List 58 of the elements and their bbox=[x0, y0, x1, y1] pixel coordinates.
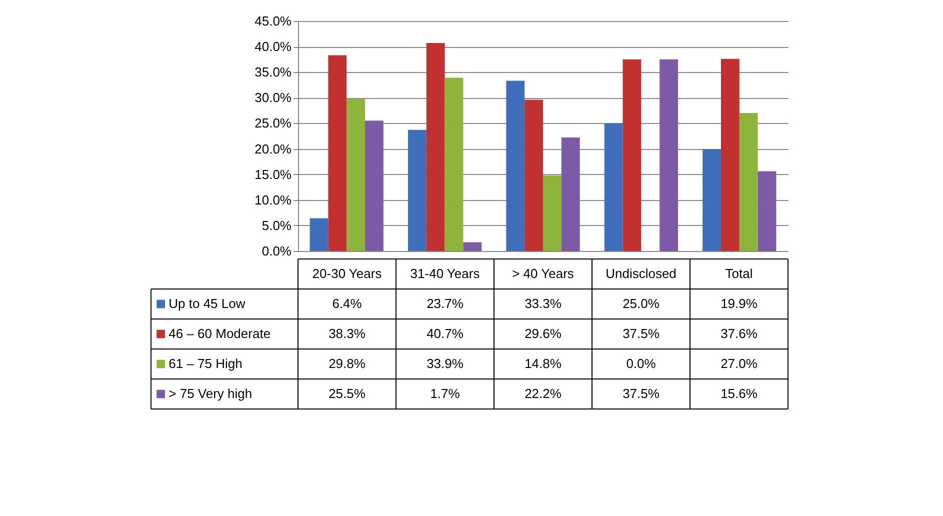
bar bbox=[328, 55, 347, 251]
bar bbox=[346, 98, 366, 251]
x-tick-label: 31-40 Years bbox=[410, 266, 480, 281]
data-label: 27.0% bbox=[720, 356, 758, 371]
y-tick-label: 40.0% bbox=[254, 39, 292, 54]
data-label: 23.7% bbox=[426, 296, 464, 311]
y-tick-label: 45.0% bbox=[254, 14, 292, 28]
legend-label: 46 – 60 Moderate bbox=[168, 326, 271, 341]
bar bbox=[543, 175, 562, 251]
bar bbox=[758, 171, 776, 251]
y-tick-label: 5.0% bbox=[262, 218, 292, 233]
bar bbox=[365, 120, 384, 251]
bar bbox=[604, 123, 623, 251]
bar bbox=[506, 80, 525, 251]
bar bbox=[702, 149, 721, 251]
y-tick-label: 20.0% bbox=[254, 141, 292, 156]
y-tick-label: 10.0% bbox=[254, 192, 292, 208]
data-label: 1.7% bbox=[430, 386, 460, 401]
legend-label: 61 – 75 High bbox=[168, 356, 242, 371]
data-label: 14.8% bbox=[524, 356, 562, 371]
bar bbox=[720, 58, 740, 251]
data-label: 37.5% bbox=[622, 326, 660, 341]
data-label: 29.8% bbox=[328, 356, 366, 371]
bar bbox=[561, 138, 580, 251]
bar bbox=[408, 130, 426, 251]
data-label: 33.9% bbox=[426, 356, 464, 371]
data-label: 37.6% bbox=[720, 326, 758, 341]
bar bbox=[310, 218, 328, 251]
data-label: 19.9% bbox=[720, 296, 758, 311]
bar bbox=[739, 113, 758, 251]
bar bbox=[426, 42, 445, 251]
bar bbox=[524, 100, 543, 251]
x-tick-label: 20-30 Years bbox=[312, 266, 382, 281]
data-label: 38.3% bbox=[328, 326, 366, 341]
data-label: 6.4% bbox=[332, 296, 362, 311]
data-label: 25.0% bbox=[622, 296, 660, 311]
data-label: 29.6% bbox=[524, 326, 562, 341]
data-label: 37.5% bbox=[622, 386, 660, 401]
legend-label: > 75 Very high bbox=[168, 386, 252, 401]
data-label: 15.6% bbox=[720, 386, 758, 401]
bar bbox=[660, 59, 678, 251]
y-tick-label: 30.0% bbox=[254, 90, 292, 106]
x-tick-label: Total bbox=[725, 266, 753, 281]
y-tick-label: 25.0% bbox=[254, 116, 292, 131]
x-tick-label: > 40 Years bbox=[512, 266, 574, 281]
x-tick-label: Undisclosed bbox=[606, 266, 676, 281]
bar bbox=[444, 78, 464, 251]
data-label: 25.5% bbox=[328, 386, 366, 401]
bar bbox=[622, 59, 642, 251]
bar bbox=[463, 242, 482, 251]
legend-label: Up to 45 Low bbox=[168, 296, 246, 311]
data-label: 33.3% bbox=[524, 296, 562, 311]
y-tick-label: 35.0% bbox=[254, 64, 292, 80]
y-tick-label: 0.0% bbox=[262, 244, 292, 258]
data-label: 40.7% bbox=[426, 326, 464, 341]
data-label: 22.2% bbox=[524, 386, 562, 401]
data-label: 0.0% bbox=[626, 356, 656, 371]
y-tick-label: 15.0% bbox=[254, 166, 292, 182]
